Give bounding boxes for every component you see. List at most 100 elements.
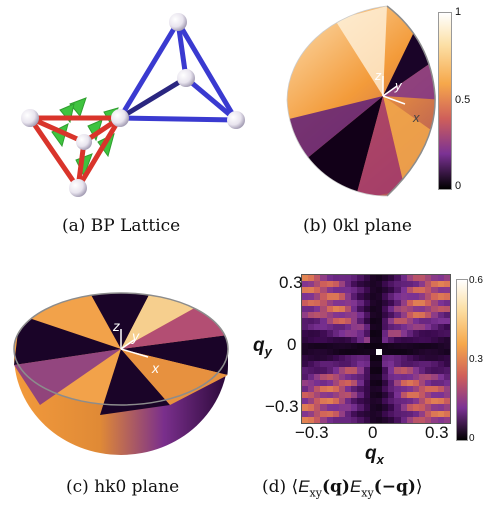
heatmap-cell bbox=[388, 324, 395, 331]
heatmap-cell bbox=[302, 324, 309, 331]
heatmap-cell bbox=[314, 330, 321, 337]
heatmap-cell bbox=[382, 348, 389, 356]
heatmap-cell bbox=[302, 281, 309, 288]
heatmap-cell bbox=[412, 281, 420, 288]
axis-label-z-b: z bbox=[374, 68, 382, 83]
heatmap-cell bbox=[332, 404, 339, 411]
caption-d-q2: (−q) bbox=[373, 477, 416, 497]
heatmap-cell bbox=[351, 318, 358, 325]
heatmap-cell bbox=[320, 404, 327, 411]
heatmap-cell bbox=[351, 299, 358, 306]
heatmap-cell bbox=[314, 379, 321, 386]
heatmap-cell bbox=[369, 299, 376, 306]
heatmap-cell bbox=[357, 281, 364, 288]
heatmap-cell bbox=[443, 330, 450, 337]
heatmap-cell bbox=[314, 355, 321, 362]
heatmap-cell bbox=[437, 373, 444, 380]
heatmap-cell bbox=[382, 398, 389, 405]
heatmap-cell bbox=[369, 330, 376, 337]
heatmap-cell bbox=[412, 398, 420, 405]
heatmap-cell bbox=[388, 281, 395, 288]
heatmap-cell bbox=[308, 348, 315, 356]
axis-label-z-c: z bbox=[112, 318, 120, 334]
heatmap-cell bbox=[412, 275, 420, 282]
heatmap-cell bbox=[375, 367, 383, 374]
heatmap-cell bbox=[437, 311, 444, 319]
heatmap-cell bbox=[443, 281, 450, 288]
heatmap-cell bbox=[382, 404, 389, 411]
heatmap-cell bbox=[375, 373, 383, 380]
heatmap-cell bbox=[431, 367, 438, 374]
heatmap-cell bbox=[425, 318, 432, 325]
heatmap-cell bbox=[406, 416, 413, 423]
heatmap-cell bbox=[400, 330, 407, 337]
heatmap-cell bbox=[345, 379, 352, 386]
heatmap-cell bbox=[363, 367, 370, 374]
heatmap-cell bbox=[425, 311, 432, 319]
heatmap-cell bbox=[382, 281, 389, 288]
heatmap-cell bbox=[412, 367, 420, 374]
heatmap-cell bbox=[345, 367, 352, 374]
heatmap-cell bbox=[394, 361, 401, 368]
heatmap-cell bbox=[431, 392, 438, 399]
heatmap-cell bbox=[369, 305, 376, 312]
caption-d-sub2: xy bbox=[361, 486, 374, 500]
heatmap-cell bbox=[400, 299, 407, 306]
heatmap-cell bbox=[363, 416, 370, 423]
heatmap-cell bbox=[388, 404, 395, 411]
heatmap-cell bbox=[338, 293, 346, 300]
heatmap-cell bbox=[351, 342, 358, 349]
heatmap-cell bbox=[332, 398, 339, 405]
heatmap-cell bbox=[314, 410, 321, 417]
heatmap-cell bbox=[320, 361, 327, 368]
heatmap-cell bbox=[338, 355, 346, 362]
heatmap-cell bbox=[357, 293, 364, 300]
heatmap-cell bbox=[338, 410, 346, 417]
heatmap-cell bbox=[351, 379, 358, 386]
heatmap-cell bbox=[363, 410, 370, 417]
heatmap-cell bbox=[363, 385, 370, 393]
heatmap-cell bbox=[369, 355, 376, 362]
heatmap-cell bbox=[382, 318, 389, 325]
heatmap-cell bbox=[314, 305, 321, 312]
heatmap-cell bbox=[326, 385, 333, 393]
heatmap-grid bbox=[301, 274, 451, 424]
heatmap-cell bbox=[382, 385, 389, 393]
heatmap-cell bbox=[326, 311, 333, 319]
heatmap-cell bbox=[308, 404, 315, 411]
heatmap-cell bbox=[419, 416, 426, 423]
heatmap-cell bbox=[419, 311, 426, 319]
heatmap-cell bbox=[308, 379, 315, 386]
heatmap-cell bbox=[345, 287, 352, 294]
ytick-bot: −0.3 bbox=[265, 397, 299, 416]
heatmap-cell bbox=[357, 275, 364, 282]
heatmap-cell bbox=[363, 330, 370, 337]
heatmap-cell bbox=[351, 361, 358, 368]
heatmap-cell bbox=[388, 318, 395, 325]
heatmap-cell bbox=[357, 336, 364, 343]
heatmap-cell bbox=[332, 348, 339, 356]
heatmap-cell bbox=[412, 311, 420, 319]
heatmap-cell bbox=[332, 324, 339, 331]
xtick-mid: 0 bbox=[368, 423, 378, 442]
heatmap-cell bbox=[338, 404, 346, 411]
heatmap-cell bbox=[431, 410, 438, 417]
heatmap-cell bbox=[431, 361, 438, 368]
heatmap-cell bbox=[351, 355, 358, 362]
heatmap-cell bbox=[382, 392, 389, 399]
heatmap-cell bbox=[443, 361, 450, 368]
heatmap-cell bbox=[326, 281, 333, 288]
heatmap-cell bbox=[326, 342, 333, 349]
heatmap-cell bbox=[314, 299, 321, 306]
heatmap-cell bbox=[394, 379, 401, 386]
bp-lattice-figure bbox=[21, 13, 245, 197]
heatmap-cell bbox=[302, 398, 309, 405]
heatmap-cell bbox=[388, 342, 395, 349]
heatmap-cell bbox=[308, 385, 315, 393]
blue-tetrahedron bbox=[117, 19, 239, 123]
heatmap-cell bbox=[425, 281, 432, 288]
heatmap-cell bbox=[412, 404, 420, 411]
heatmap-cell bbox=[394, 281, 401, 288]
heatmap-cell bbox=[425, 324, 432, 331]
heatmap-cell bbox=[394, 330, 401, 337]
